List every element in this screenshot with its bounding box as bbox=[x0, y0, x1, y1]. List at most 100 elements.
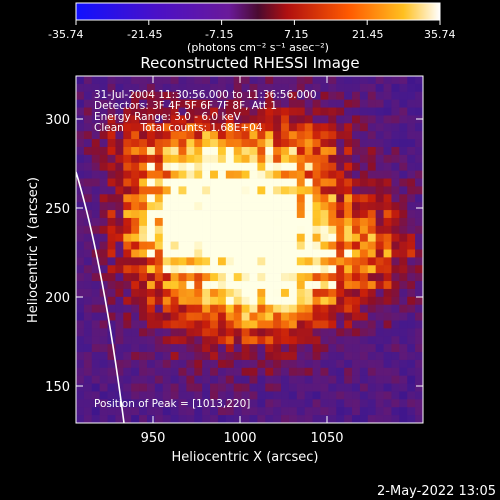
heatmap-cell bbox=[225, 288, 235, 298]
heatmap-cell bbox=[281, 139, 290, 148]
heatmap-cell bbox=[281, 123, 290, 132]
heatmap-cell bbox=[91, 225, 100, 235]
heatmap-cell bbox=[154, 115, 164, 124]
heatmap-cell bbox=[146, 344, 156, 353]
heatmap-cell bbox=[407, 296, 416, 306]
heatmap-cell bbox=[288, 415, 298, 423]
heatmap-cell bbox=[170, 186, 179, 195]
heatmap-cell bbox=[170, 352, 179, 361]
heatmap-cell bbox=[139, 249, 148, 258]
heatmap-cell bbox=[162, 415, 171, 423]
heatmap-cell bbox=[233, 146, 242, 156]
heatmap-cell bbox=[391, 76, 400, 85]
heatmap-cell bbox=[407, 217, 416, 227]
heatmap-cell bbox=[178, 281, 187, 290]
heatmap-cell bbox=[225, 336, 235, 345]
heatmap-cell bbox=[296, 273, 306, 282]
heatmap-cell bbox=[91, 265, 100, 274]
heatmap-cell bbox=[233, 312, 242, 321]
heatmap-cell bbox=[407, 139, 416, 148]
heatmap-cell bbox=[249, 304, 258, 313]
heatmap-cell bbox=[281, 131, 290, 140]
heatmap-cell bbox=[162, 352, 171, 361]
heatmap-cell bbox=[288, 154, 298, 164]
heatmap-cell bbox=[210, 407, 219, 416]
heatmap-cell bbox=[257, 367, 266, 376]
heatmap-cell bbox=[320, 225, 329, 235]
heatmap-cell bbox=[91, 375, 100, 384]
heatmap-cell bbox=[217, 217, 227, 227]
heatmap-cell bbox=[249, 320, 258, 329]
heatmap-cell bbox=[76, 367, 85, 376]
heatmap-cell bbox=[99, 178, 108, 187]
heatmap-cell bbox=[202, 265, 211, 274]
heatmap-cell bbox=[281, 146, 290, 156]
heatmap-cell bbox=[391, 107, 400, 116]
heatmap-cell bbox=[344, 391, 353, 400]
heatmap-cell bbox=[146, 407, 156, 416]
heatmap-cell bbox=[336, 336, 345, 345]
heatmap-cell bbox=[320, 399, 329, 408]
heatmap-cell bbox=[304, 391, 313, 400]
heatmap-cell bbox=[281, 391, 290, 400]
heatmap-cell bbox=[178, 186, 187, 195]
heatmap-cell bbox=[131, 91, 140, 100]
heatmap-cell bbox=[83, 296, 93, 306]
heatmap-cell bbox=[83, 265, 93, 274]
heatmap-cell bbox=[146, 257, 156, 266]
heatmap-cell bbox=[367, 162, 376, 171]
heatmap-cell bbox=[202, 407, 211, 416]
colorbar bbox=[75, 2, 441, 21]
heatmap-cell bbox=[91, 367, 100, 376]
heatmap-cell bbox=[249, 336, 258, 345]
heatmap-cell bbox=[383, 288, 392, 298]
heatmap-cell bbox=[162, 170, 171, 179]
heatmap-cell bbox=[328, 288, 337, 298]
heatmap-cell bbox=[367, 407, 376, 416]
heatmap-cell bbox=[99, 99, 108, 108]
heatmap-cell bbox=[320, 154, 329, 164]
heatmap-cell bbox=[107, 415, 116, 423]
heatmap-cell bbox=[328, 99, 337, 108]
heatmap-cell bbox=[170, 257, 179, 266]
heatmap-cell bbox=[233, 328, 242, 337]
heatmap-cell bbox=[257, 383, 266, 392]
heatmap-cell bbox=[399, 375, 408, 384]
heatmap-cell bbox=[233, 107, 242, 116]
heatmap-cell bbox=[415, 328, 423, 337]
heatmap-cell bbox=[131, 115, 140, 124]
heatmap-cell bbox=[91, 399, 100, 408]
heatmap-cell bbox=[131, 336, 140, 345]
heatmap-cell bbox=[328, 91, 337, 100]
heatmap-cell bbox=[146, 383, 156, 392]
heatmap-cell bbox=[336, 241, 345, 250]
heatmap-cell bbox=[415, 359, 423, 369]
heatmap-cell bbox=[296, 336, 306, 345]
heatmap-cell bbox=[312, 139, 321, 148]
heatmap-cell bbox=[273, 91, 282, 100]
heatmap-cell bbox=[407, 210, 416, 219]
heatmap-cell bbox=[344, 154, 353, 164]
heatmap-cell bbox=[107, 241, 116, 250]
heatmap-cell bbox=[328, 359, 337, 369]
heatmap-cell bbox=[76, 225, 85, 235]
heatmap-cell bbox=[217, 304, 227, 313]
heatmap-cell bbox=[288, 265, 298, 274]
heatmap-cell bbox=[352, 281, 361, 290]
heatmap-cell bbox=[241, 288, 250, 298]
heatmap-cell bbox=[383, 273, 392, 282]
heatmap-cell bbox=[415, 336, 423, 345]
heatmap-cell bbox=[131, 273, 140, 282]
heatmap-cell bbox=[202, 344, 211, 353]
heatmap-cell bbox=[233, 241, 242, 250]
heatmap-cell bbox=[320, 304, 329, 313]
heatmap-cell bbox=[202, 162, 211, 171]
heatmap-cell bbox=[288, 139, 298, 148]
heatmap-cell bbox=[288, 336, 298, 345]
heatmap-cell bbox=[123, 241, 132, 250]
heatmap-cell bbox=[352, 320, 361, 329]
heatmap-cell bbox=[281, 415, 290, 423]
heatmap-cell bbox=[344, 320, 353, 329]
heatmap-cell bbox=[210, 217, 219, 227]
heatmap-cell bbox=[336, 249, 345, 258]
